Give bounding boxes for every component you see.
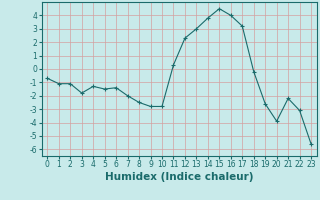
X-axis label: Humidex (Indice chaleur): Humidex (Indice chaleur)	[105, 172, 253, 182]
